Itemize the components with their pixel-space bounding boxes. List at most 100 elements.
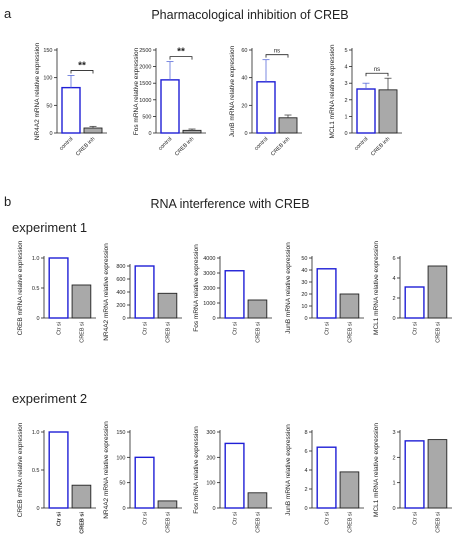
bar-control (134, 265, 155, 319)
category-label: CREB si (79, 322, 85, 343)
y-axis-label: JunB mRNA relative expression (285, 424, 292, 516)
y-tick-label: 60 (241, 48, 247, 54)
y-tick-label: 400 (116, 290, 125, 296)
y-tick-label: 2 (304, 487, 307, 493)
panel-a-letter: a (4, 6, 12, 21)
y-tick-label: 0 (244, 131, 247, 137)
significance-label: ** (177, 47, 185, 58)
chart-b1: 0 0.5 1.0 CREB mRNA relative expression Ctr … (17, 240, 96, 343)
panel-b-title: RNA interference with CREB (150, 197, 309, 211)
bar-treatment (247, 492, 268, 509)
y-tick-label: 0 (212, 506, 215, 512)
significance-bracket (265, 54, 289, 58)
chart-a4: 0 1 2 3 4 5 MCL1 mRNA relative expression contr… (329, 44, 402, 157)
y-tick-label: 4000 (203, 256, 215, 262)
y-tick-label: 0 (122, 506, 125, 512)
y-axis-label: NR4A2 mRNA relative expression (103, 243, 110, 341)
y-tick-label: 100 (206, 481, 215, 487)
chart-b4: 0 10 20 30 40 50 JunB mRNA relative expression… (285, 242, 364, 343)
y-tick-label: 0 (49, 131, 52, 137)
significance-label: ** (78, 60, 86, 71)
y-tick-label: 200 (206, 455, 215, 461)
significance-bracket (169, 56, 193, 60)
bar-treatment (427, 265, 448, 319)
category-label: Ctr si (325, 322, 331, 335)
bar-treatment (182, 129, 202, 134)
category-label: Ctr si (413, 322, 419, 335)
chart-b2: 0 200 400 600 800 NR4A2 mRNA relative express… (103, 243, 182, 343)
chart-c1: 0 0.5 1.0 CREB mRNA relative expression Ctr … (17, 422, 96, 534)
y-tick-label: 4 (344, 65, 347, 71)
category-label: CREB si (255, 512, 261, 533)
y-tick-label: 0 (344, 131, 347, 137)
bar-control (224, 270, 245, 319)
chart-c2: 0 50 100 150 NR4A2 mRNA relative expression C… (103, 421, 182, 533)
category-label: control (58, 136, 74, 152)
panel-a-title: Pharmacological inhibition of CREB (151, 8, 348, 22)
y-tick-label: 100 (43, 76, 52, 82)
y-tick-label: 2 (392, 455, 395, 461)
bar-treatment (157, 500, 178, 509)
y-tick-label: 6 (304, 449, 307, 455)
category-label: CREB inh (370, 136, 391, 157)
y-tick-label: 1.0 (32, 430, 40, 436)
bar-treatment (157, 292, 178, 319)
category-label: CREB si (435, 512, 441, 533)
y-tick-label: 0 (392, 316, 395, 322)
y-axis-label: JunB mRNA relative expression (229, 45, 236, 137)
y-tick-label: 0.5 (32, 468, 40, 474)
category-label: Ctr si (143, 512, 149, 525)
y-axis-label: CREB mRNA relative expression (17, 422, 24, 517)
significance-bracket (365, 72, 389, 77)
category-label: CREB si (435, 322, 441, 343)
y-tick-label: 0 (36, 506, 39, 512)
bar-treatment (339, 471, 360, 509)
category-label: control (253, 136, 269, 152)
y-tick-label: 1 (344, 114, 347, 120)
y-tick-label: 2000 (139, 65, 151, 71)
bar-control (356, 88, 376, 134)
y-tick-label: 0 (148, 131, 151, 137)
chart-b5: 0 2 4 6 MCL1 mRNA relative expression Ctr si C… (373, 241, 452, 343)
y-axis-label: Fos mRNA relative expression (193, 244, 200, 332)
experiment-2-label: experiment 2 (12, 391, 87, 406)
bar-treatment (378, 89, 398, 134)
category-label: CREB si (347, 512, 353, 533)
bar-control (48, 431, 69, 509)
bar-control (61, 86, 81, 134)
y-tick-label: 50 (119, 481, 125, 487)
experiment-1-label: experiment 1 (12, 220, 87, 235)
y-tick-label: 4 (392, 276, 395, 282)
bar-treatment (427, 439, 448, 509)
category-label: Ctr si (57, 322, 63, 335)
y-tick-label: 40 (241, 76, 247, 82)
y-axis-label: CREB mRNA relative expression (17, 240, 24, 335)
chart-c4: 0 2 4 6 8 JunB mRNA relative expression Ctr si… (285, 424, 364, 533)
y-tick-label: 1.0 (32, 256, 40, 262)
y-tick-label: 30 (301, 280, 307, 286)
y-tick-label: 50 (46, 103, 52, 109)
significance-bracket (70, 70, 94, 74)
y-tick-label: 0 (304, 316, 307, 322)
y-tick-label: 2500 (139, 48, 151, 54)
y-tick-label: 800 (116, 264, 125, 270)
bar-control (316, 268, 337, 319)
y-tick-label: 2 (344, 98, 347, 104)
category-label: control (353, 136, 369, 152)
y-tick-label: 500 (142, 114, 151, 120)
significance-label: ns (274, 49, 280, 55)
y-axis-label: MCL1 mRNA relative expression (373, 241, 380, 335)
bar-control (224, 442, 245, 509)
bar-control (404, 440, 425, 509)
category-label: control (157, 136, 173, 152)
y-tick-label: 150 (116, 430, 125, 436)
category-label: CREB inh (270, 136, 291, 157)
y-axis-label: Fos mRNA relative expression (133, 47, 140, 135)
y-axis-label: MCL1 mRNA relative expression (329, 44, 336, 138)
bar-treatment (71, 484, 92, 509)
bar-control (404, 286, 425, 319)
